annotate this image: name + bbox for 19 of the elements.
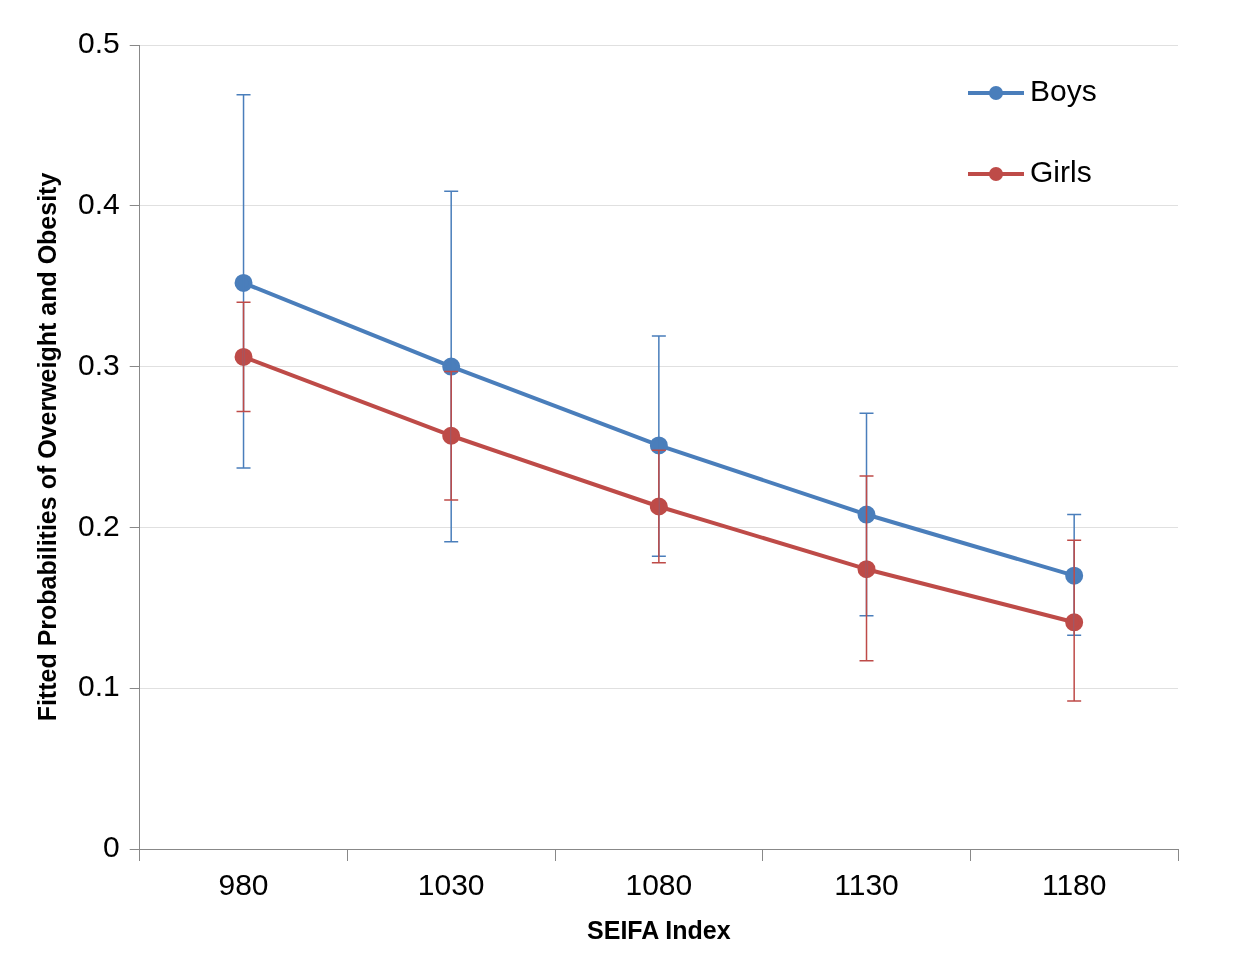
y-tick-label: 0.5 — [77, 26, 120, 60]
x-tick-label: 980 — [218, 868, 269, 902]
x-tick-label: 1130 — [834, 868, 899, 902]
y-tick-label: 0.2 — [77, 508, 120, 542]
x-tick-label: 1080 — [625, 868, 693, 902]
point — [234, 347, 253, 366]
legend-label: Girls — [1030, 155, 1092, 189]
x-tick-label: 1180 — [1041, 868, 1107, 902]
y-axis-title: Fitted Probabilities of Overweight and Obesity — [32, 172, 61, 722]
x-tick-label: 1030 — [417, 868, 485, 902]
x-axis-title: SEIFA Index — [587, 915, 731, 944]
y-tick-label: 0 — [103, 830, 120, 864]
legend-label: Boys — [1030, 74, 1097, 108]
y-tick-label: 0.3 — [77, 347, 120, 381]
point — [857, 505, 876, 524]
y-tick-label: 0.1 — [77, 669, 120, 703]
point — [234, 273, 253, 292]
point — [857, 560, 876, 579]
y-tick-label: 0.4 — [77, 187, 120, 221]
